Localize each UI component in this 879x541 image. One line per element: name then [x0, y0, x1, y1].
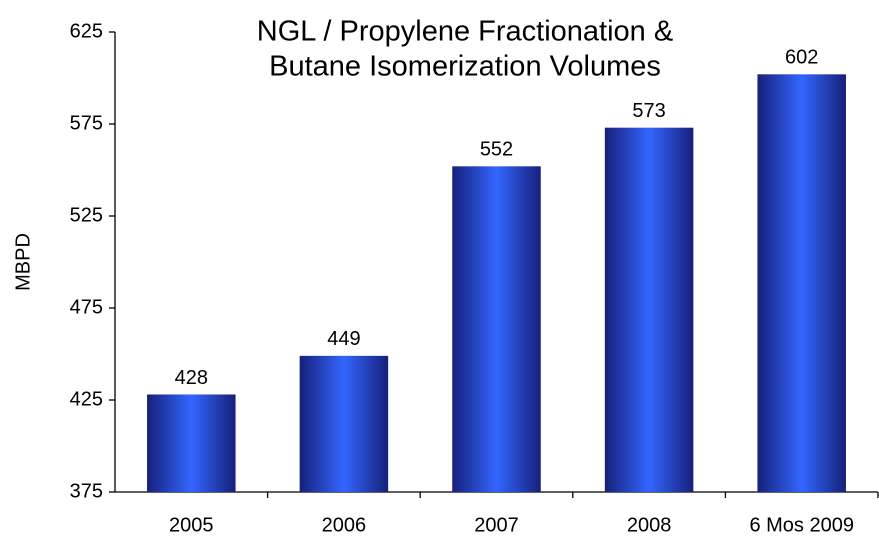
value-label: 552 — [480, 139, 513, 161]
x-tick-label: 2006 — [322, 514, 367, 536]
x-tick-label: 6 Mos 2009 — [749, 514, 854, 536]
bar — [147, 394, 236, 492]
y-tick-label: 475 — [70, 296, 103, 318]
y-tick-label: 375 — [70, 480, 103, 502]
bar — [757, 74, 846, 492]
x-tick-label: 2007 — [474, 514, 519, 536]
bar — [452, 166, 541, 492]
y-tick-label: 525 — [70, 204, 103, 226]
bar — [604, 127, 694, 493]
y-tick-label: 625 — [70, 20, 103, 42]
bar — [299, 355, 389, 492]
x-tick-label: 2008 — [627, 514, 672, 536]
value-label: 449 — [327, 328, 360, 350]
y-tick-label: 575 — [70, 112, 103, 134]
value-label: 428 — [175, 367, 208, 389]
y-axis-label: MBPD — [12, 233, 34, 291]
value-label: 573 — [632, 100, 665, 122]
chart-title: Butane Isomerization Volumes — [269, 51, 661, 83]
y-tick-label: 425 — [70, 388, 103, 410]
value-label: 602 — [785, 47, 818, 69]
x-tick-label: 2005 — [169, 514, 214, 536]
chart-title: NGL / Propylene Fractionation & — [257, 16, 673, 48]
